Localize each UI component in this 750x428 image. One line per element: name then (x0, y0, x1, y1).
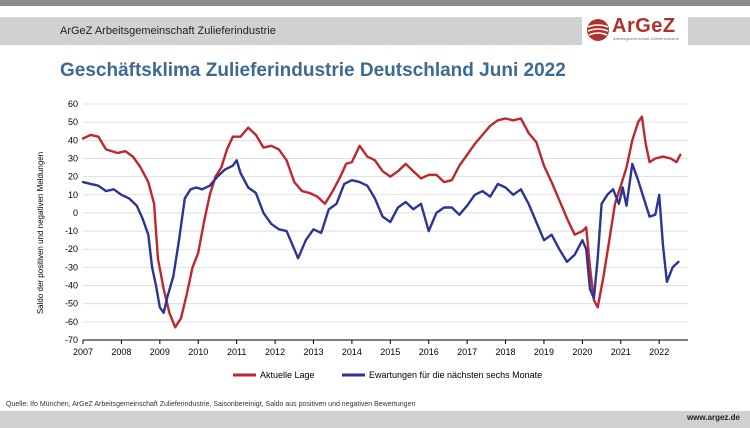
x-tick-label: 2019 (534, 347, 554, 357)
x-tick-label: 2013 (303, 347, 323, 357)
x-tick-label: 2012 (265, 347, 285, 357)
top-rule (0, 0, 750, 6)
y-tick-label: 50 (68, 117, 78, 127)
x-tick-label: 2018 (496, 347, 516, 357)
y-tick-label: 60 (68, 99, 78, 109)
logo-tagline: Arbeitsgemeinschaft Zulieferindustrie (613, 36, 679, 41)
y-tick-label: -20 (65, 244, 78, 254)
y-tick-label: 40 (68, 135, 78, 145)
legend-label-erwartungen: Ewartungen für die nächsten sechs Monate (369, 370, 542, 380)
x-axis-ticks: 2007 2008 2009 2010 2011 2012 2013 2014 2015 2016… (73, 340, 669, 357)
y-tick-label: -50 (65, 299, 78, 309)
y-tick-label: -40 (65, 281, 78, 291)
series-line-aktuelle-lage (81, 115, 682, 329)
y-axis-ticks: -70 -60 -50 -40 -30 -20 -10 0 10 20 30 40 50 60 (65, 99, 78, 345)
y-tick-label: 0 (73, 208, 78, 218)
y-tick-label: -70 (65, 335, 78, 345)
x-tick-label: 2022 (649, 347, 669, 357)
website-link[interactable]: www.argez.de (686, 413, 740, 422)
chart-title: Geschäftsklima Zulieferindustrie Deutsch… (60, 60, 566, 81)
y-tick-label: -60 (65, 317, 78, 327)
x-tick-label: 2008 (111, 347, 131, 357)
x-tick-label: 2011 (227, 347, 246, 357)
y-axis-label: Saldo der positiven und negativen Meldun… (36, 152, 45, 314)
y-tick-label: -10 (65, 226, 78, 236)
footer-band (0, 411, 750, 428)
y-tick-label: -30 (65, 262, 78, 272)
x-tick-label: 2017 (457, 347, 477, 357)
x-tick-label: 2015 (380, 347, 400, 357)
series-line-erwartungen (81, 159, 680, 314)
x-tick-label: 2020 (572, 347, 592, 357)
y-tick-label: 20 (68, 172, 78, 182)
source-note: Quelle: Ifo München, ArGeZ Arbeitsgemein… (6, 401, 416, 408)
legend: Aktuelle Lage Ewartungen für die nächste… (233, 370, 542, 380)
y-tick-label: 10 (68, 190, 78, 200)
x-tick-label: 2016 (419, 347, 439, 357)
x-tick-label: 2021 (611, 347, 631, 357)
x-tick-label: 2014 (342, 347, 362, 357)
argez-logo: ArGeZ Arbeitsgemeinschaft Zulieferindust… (582, 15, 688, 47)
x-tick-label: 2010 (188, 347, 208, 357)
organization-name: ArGeZ Arbeitsgemeinschaft Zulieferindust… (60, 25, 276, 37)
logo-wordmark: ArGeZ (612, 15, 676, 37)
legend-label-lage: Aktuelle Lage (260, 370, 315, 380)
series-layer (81, 115, 682, 329)
logo-globe-icon (587, 19, 609, 41)
x-tick-label: 2007 (73, 347, 93, 357)
y-tick-label: 30 (68, 153, 78, 163)
x-tick-label: 2009 (150, 347, 170, 357)
